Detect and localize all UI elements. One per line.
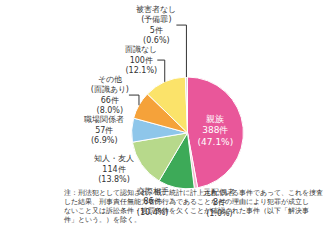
svg-text:注：刑法犯として認知され、既に統計に計上されている事件であっ: 注：刑法犯として認知され、既に統計に計上されている事件であって、これを捜査した結…: [64, 189, 323, 224]
svg-text:その他(面識あり)66件(8.0%): その他(面識あり)66件(8.0%): [91, 75, 129, 115]
svg-text:職場関係者57件(6.9%): 職場関係者57件(6.9%): [84, 115, 124, 145]
svg-text:知人・友人114件(13.8%): 知人・友人114件(13.8%): [94, 154, 134, 184]
svg-text:被害者なし(予備罪)5件(0.6%): 被害者なし(予備罪)5件(0.6%): [136, 5, 176, 45]
svg-text:親族388件(47.1%): 親族388件(47.1%): [198, 114, 234, 147]
svg-text:元配偶者8件(1.0%): 元配偶者8件(1.0%): [203, 188, 235, 218]
svg-text:面識なし100件(12.1%): 面識なし100件(12.1%): [125, 45, 157, 75]
svg-text:交際相手86件(10.4%): 交際相手86件(10.4%): [137, 187, 169, 217]
